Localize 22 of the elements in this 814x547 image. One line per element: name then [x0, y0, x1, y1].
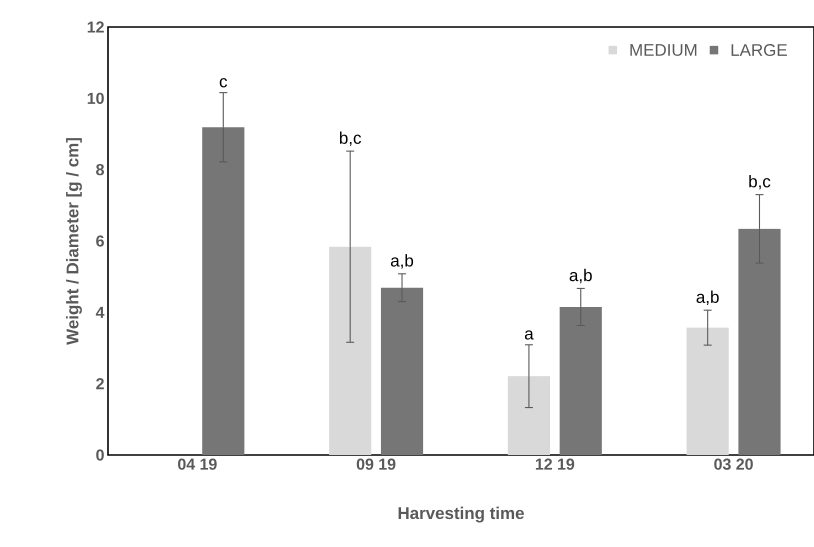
y-tick-label: 10: [88, 92, 104, 104]
legend-label: MEDIUM: [630, 44, 696, 56]
y-axis-title: Weight / Diameter [g / cm]: [66, 138, 82, 345]
legend-label: LARGE: [732, 44, 787, 56]
annotation: b,c: [340, 131, 362, 146]
y-tick-label: 4: [96, 306, 104, 318]
annotation: a: [524, 330, 534, 340]
x-tick-label: 03 20: [714, 458, 753, 470]
annotation: a,b: [390, 254, 414, 269]
y-tick-label: 6: [96, 235, 104, 247]
y-tick-label: 12: [88, 21, 104, 33]
y-tick-label: 2: [96, 378, 104, 390]
annotation: a,b: [696, 290, 719, 305]
annotation: b,c: [749, 175, 770, 190]
y-tick-label: 8: [96, 164, 104, 176]
annotation: a,b: [570, 268, 592, 284]
x-axis-title: Harvesting time: [398, 506, 524, 523]
x-tick-label: 12 19: [536, 458, 574, 470]
x-tick-label: 09 19: [356, 458, 396, 470]
y-tick-label: 0: [96, 449, 104, 461]
annotation: c: [220, 78, 228, 88]
x-tick-label: 04 19: [178, 458, 217, 470]
